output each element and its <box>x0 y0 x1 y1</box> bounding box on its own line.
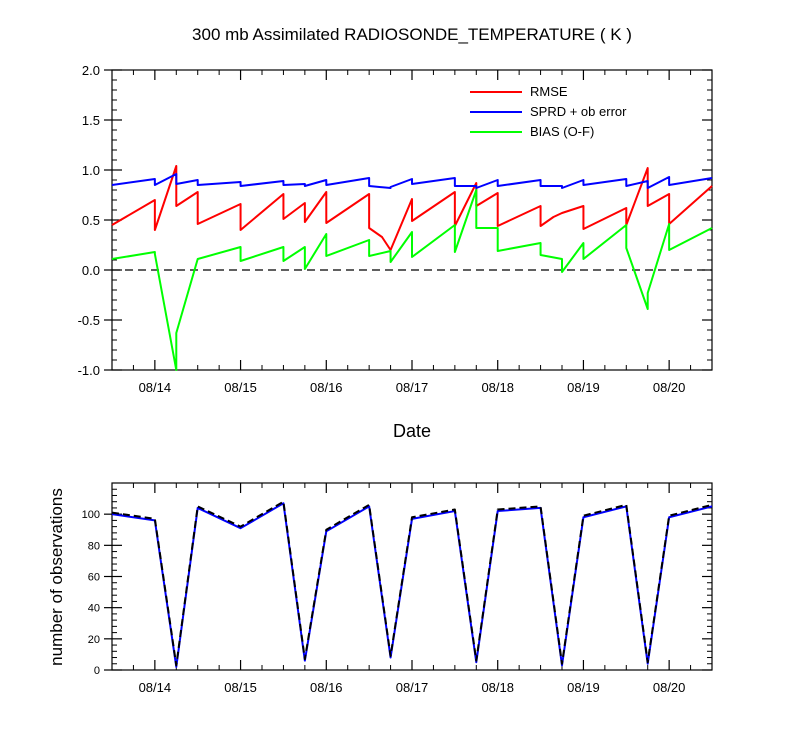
y-tick-label: 20 <box>88 634 100 646</box>
y-tick-label: 0.0 <box>82 263 100 278</box>
top-series-group <box>111 165 713 371</box>
series-line-sprd-ob-error <box>111 173 713 189</box>
y-tick-label: 2.0 <box>82 63 100 78</box>
x-tick-label: 08/19 <box>567 680 600 695</box>
x-axis-label: Date <box>393 421 431 441</box>
top-x-tick-labels: 08/14 08/15 08/16 08/17 08/18 08/19 08/20 <box>139 380 686 395</box>
x-tick-label: 08/17 <box>396 380 429 395</box>
x-tick-label: 08/14 <box>139 680 172 695</box>
x-tick-label: 08/15 <box>224 380 257 395</box>
y-tick-label: -1.0 <box>78 363 100 378</box>
y-tick-label: 80 <box>88 540 100 552</box>
x-tick-label: 08/20 <box>653 380 686 395</box>
x-tick-label: 08/20 <box>653 680 686 695</box>
legend-label: RMSE <box>530 84 568 99</box>
top-chart: 300 mb Assimilated RADIOSONDE_TEMPERATUR… <box>78 25 713 441</box>
legend-label: BIAS (O-F) <box>530 124 594 139</box>
bottom-y-tick-labels: 0 20 40 60 80 100 <box>82 509 100 677</box>
series-line-used <box>111 500 713 667</box>
top-y-tick-labels: -1.0 -0.5 0.0 0.5 1.0 1.5 2.0 <box>78 63 100 378</box>
y-axis-label: number of observations <box>47 488 66 666</box>
bottom-x-tick-labels: 08/14 08/15 08/16 08/17 08/18 08/19 08/20 <box>139 680 686 695</box>
x-tick-label: 08/14 <box>139 380 172 395</box>
x-tick-label: 08/18 <box>481 380 514 395</box>
x-tick-label: 08/16 <box>310 380 343 395</box>
series-line-bias-o-f <box>111 189 713 371</box>
chart-title: 300 mb Assimilated RADIOSONDE_TEMPERATUR… <box>192 25 632 44</box>
x-tick-label: 08/18 <box>481 680 514 695</box>
x-tick-label: 08/17 <box>396 680 429 695</box>
x-tick-label: 08/19 <box>567 380 600 395</box>
x-tick-label: 08/16 <box>310 680 343 695</box>
y-tick-label: 60 <box>88 572 100 584</box>
top-axis-ticks <box>104 69 713 371</box>
y-tick-label: 1.0 <box>82 163 100 178</box>
y-tick-label: 0 <box>94 665 100 677</box>
y-tick-label: 0.5 <box>82 213 100 228</box>
y-tick-label: -0.5 <box>78 313 100 328</box>
legend-label: SPRD + ob error <box>530 104 627 119</box>
y-tick-label: 40 <box>88 603 100 615</box>
y-tick-label: 1.5 <box>82 113 100 128</box>
bottom-series-group <box>111 500 713 668</box>
x-tick-label: 08/15 <box>224 680 257 695</box>
series-line-rmse <box>111 165 713 251</box>
y-tick-label: 100 <box>82 509 100 521</box>
bottom-axis-ticks <box>104 482 713 671</box>
bottom-chart: 08/14 08/15 08/16 08/17 08/18 08/19 08/20 0 20 4… <box>47 482 713 695</box>
series-line-possible <box>111 502 713 668</box>
legend: RMSE SPRD + ob error BIAS (O-F) <box>470 84 627 139</box>
